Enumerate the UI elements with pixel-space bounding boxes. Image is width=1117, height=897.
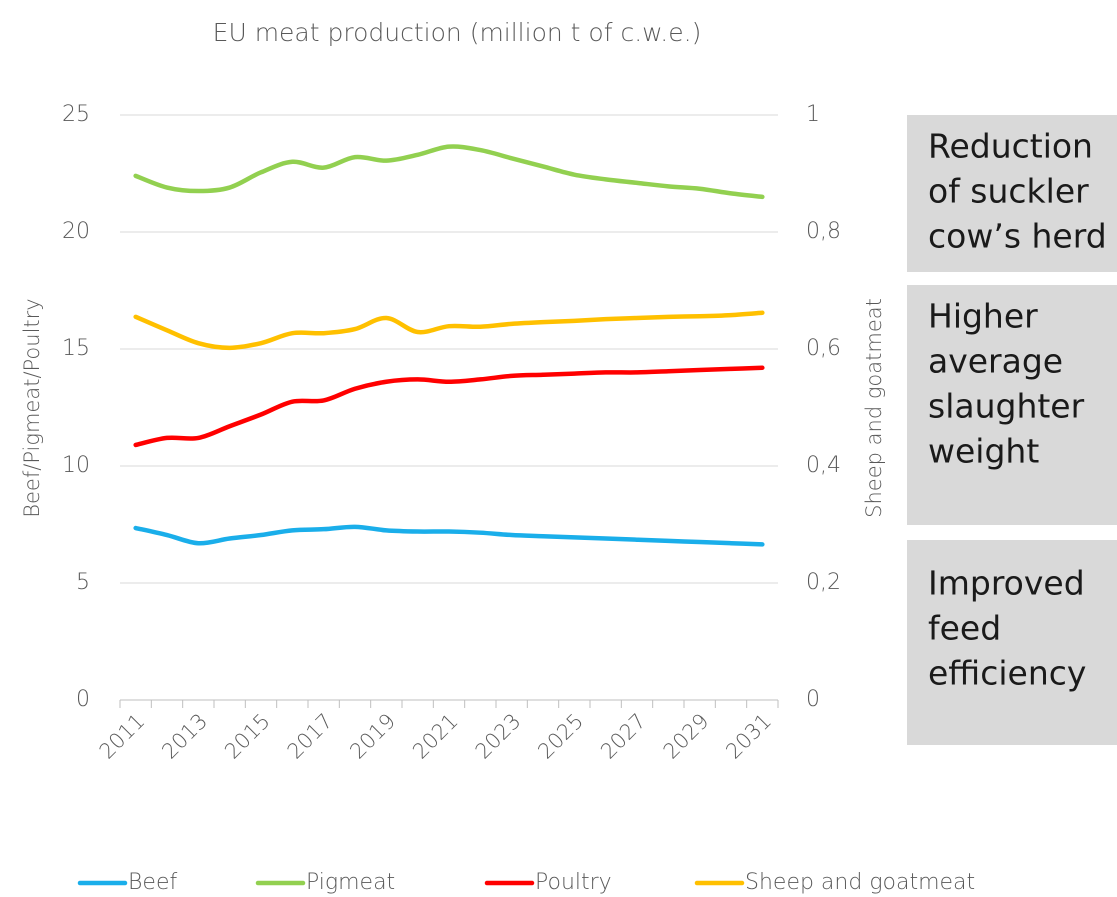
y-axis-title: Beef/Pigmeat/Poultry xyxy=(20,298,44,517)
legend-label: Pigmeat xyxy=(306,870,395,895)
x-tick-label: 2013 xyxy=(157,709,212,764)
annotation-text: feed xyxy=(928,609,1001,648)
x-tick-label: 2025 xyxy=(533,709,588,764)
y2-tick-label: 1 xyxy=(806,102,820,127)
annotation-text: efficiency xyxy=(928,654,1086,693)
x-tick-label: 2015 xyxy=(220,709,275,764)
annotation-box xyxy=(907,285,1117,525)
legend-label: Beef xyxy=(128,870,177,895)
annotation-text: weight xyxy=(928,432,1039,471)
annotation-text: cow’s herd xyxy=(928,217,1107,256)
y-tick-label: 25 xyxy=(62,102,90,127)
line-series xyxy=(133,524,765,547)
legend-label: Poultry xyxy=(535,870,612,895)
annotation-box xyxy=(907,540,1117,745)
x-tick-label: 2027 xyxy=(596,709,651,764)
x-tick-label: 2031 xyxy=(721,709,776,764)
annotation-text: average xyxy=(928,342,1063,381)
annotation-text: Improved xyxy=(928,564,1085,603)
x-tick-label: 2019 xyxy=(345,709,400,764)
annotation-text: slaughter xyxy=(928,387,1085,426)
x-tick-label: 2029 xyxy=(659,709,714,764)
y2-tick-label: 0,4 xyxy=(806,453,841,478)
y-tick-label: 15 xyxy=(62,336,90,361)
y-tick-label: 0 xyxy=(76,687,90,712)
chart-title: EU meat production (million t of c.w.e.) xyxy=(213,18,702,47)
line-series xyxy=(133,310,765,351)
legend-label: Sheep and goatmeat xyxy=(745,870,975,895)
y2-tick-label: 0,2 xyxy=(806,570,841,595)
y-tick-label: 20 xyxy=(62,219,90,244)
annotation-text: of suckler xyxy=(928,172,1089,211)
x-tick-label: 2021 xyxy=(408,709,463,764)
x-tick-label: 2017 xyxy=(283,709,338,764)
annotation-text: Reduction xyxy=(928,127,1093,166)
line-series xyxy=(133,144,765,200)
y2-tick-label: 0,6 xyxy=(806,336,841,361)
y-tick-label: 5 xyxy=(76,570,90,595)
y2-tick-label: 0,8 xyxy=(806,219,841,244)
annotation-box xyxy=(907,115,1117,272)
y-tick-label: 10 xyxy=(62,453,90,478)
y2-tick-label: 0 xyxy=(806,687,820,712)
x-tick-label: 2023 xyxy=(471,709,526,764)
x-tick-label: 2011 xyxy=(95,709,150,764)
annotation-text: Higher xyxy=(928,297,1038,336)
line-series xyxy=(133,365,765,448)
y2-axis-title: Sheep and goatmeat xyxy=(862,298,886,518)
